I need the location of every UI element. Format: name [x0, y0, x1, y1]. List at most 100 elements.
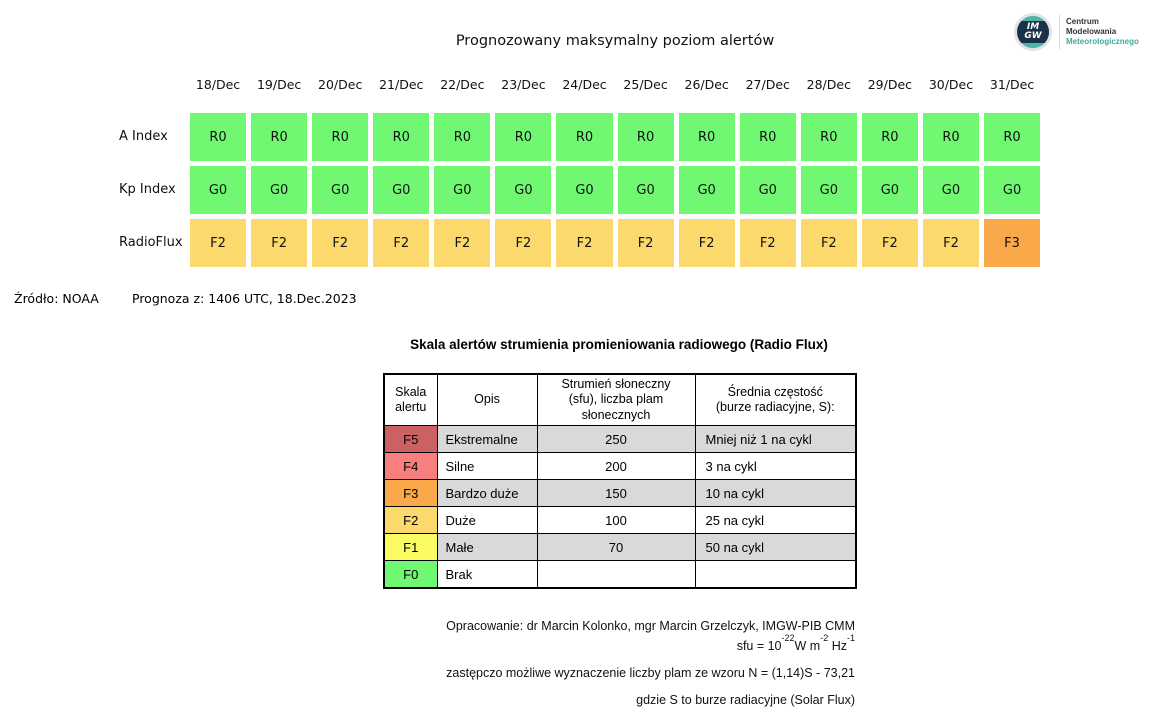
- logo-divider: [1059, 15, 1060, 49]
- alert-level-cell: G0: [678, 166, 735, 214]
- alert-level-cell: R0: [312, 113, 369, 161]
- date-label: 20/Dec: [318, 77, 363, 92]
- scale-frequency-cell: 3 na cykl: [694, 452, 857, 480]
- scale-flux-cell: 100: [536, 506, 696, 534]
- alert-level-cell: R0: [373, 113, 430, 161]
- alert-level-cell: G0: [922, 166, 980, 214]
- scale-flux-cell: [536, 560, 696, 589]
- scale-code-cell: F5: [383, 425, 438, 453]
- imgw-logo-acronym: IM GW: [1017, 21, 1049, 43]
- date-label: 25/Dec: [623, 77, 668, 92]
- alert-level-cell: R0: [800, 113, 857, 161]
- date-label: 31/Dec: [989, 77, 1035, 92]
- alert-level-cell: F2: [922, 219, 980, 267]
- alert-level-cell: R0: [434, 113, 491, 161]
- scale-frequency-cell: 25 na cykl: [694, 506, 857, 534]
- alert-level-cell: G0: [739, 166, 796, 214]
- scale-code-cell: F4: [383, 452, 438, 480]
- forecast-issued-label: Prognoza z: 1406 UTC, 18.Dec.2023: [132, 291, 357, 306]
- alert-level-cell: F2: [190, 219, 247, 267]
- alert-level-cell: F2: [739, 219, 796, 267]
- alert-level-cell: R0: [739, 113, 796, 161]
- scale-description-cell: Bardzo duże: [436, 479, 538, 507]
- alert-level-cell: G0: [617, 166, 674, 214]
- scale-flux-cell: 150: [536, 479, 696, 507]
- alert-level-cell: R0: [984, 113, 1041, 161]
- alert-level-cell: F2: [312, 219, 369, 267]
- scale-description-cell: Brak: [436, 560, 538, 589]
- source-label: Źródło: NOAA: [14, 291, 99, 306]
- scale-table-row: F1 Małe 70 50 na cykl: [383, 533, 857, 561]
- scale-flux-cell: 200: [536, 452, 696, 480]
- imgw-logo: IM GW Centrum Modelowania Meteorologiczn…: [1014, 13, 1139, 51]
- date-label: 18/Dec: [195, 77, 241, 92]
- grid-row-label: RadioFlux: [119, 235, 183, 250]
- date-label: 19/Dec: [256, 77, 302, 92]
- alert-level-cell: G0: [800, 166, 857, 214]
- alert-level-cell: G0: [373, 166, 430, 214]
- solar-flux-note: gdzie S to burze radiacyjne (Solar Flux): [636, 693, 855, 707]
- alert-level-cell: R0: [251, 113, 308, 161]
- date-label: 27/Dec: [745, 77, 790, 92]
- scale-table-row: F4 Silne 200 3 na cykl: [383, 452, 857, 480]
- logo-text: Centrum Modelowania Meteorologicznego: [1066, 17, 1139, 47]
- scale-table-header-cell: Skala alertu: [383, 373, 438, 426]
- grid-row-label: Kp Index: [119, 182, 176, 197]
- scale-table-row: F2 Duże 100 25 na cykl: [383, 506, 857, 534]
- alert-level-cell: R0: [922, 113, 980, 161]
- credit-line: Opracowanie: dr Marcin Kolonko, mgr Marc…: [446, 619, 855, 633]
- alert-level-cell: G0: [556, 166, 613, 214]
- scale-table-header-row: Skala alertu Opis Strumień słoneczny (sfu)…: [383, 373, 857, 426]
- sfu-formula-sup3: -1: [846, 633, 855, 643]
- alert-level-cell: G0: [984, 166, 1041, 214]
- sfu-formula-sup1: -22: [781, 633, 795, 643]
- grid-cell-row: R0 R0 R0 R0 R0 R0 R0 R0 R0 R0 R0 R0 R0 R0: [190, 113, 1041, 161]
- date-label: 24/Dec: [562, 77, 607, 92]
- grid-cell-row: G0 G0 G0 G0 G0 G0 G0 G0 G0 G0 G0 G0 G0 G0: [190, 166, 1041, 214]
- alert-level-cell: R0: [861, 113, 918, 161]
- sfu-formula-sup2: -2: [820, 633, 829, 643]
- alert-level-cell: F2: [678, 219, 735, 267]
- scale-table-header-cell: Średnia częstość (burze radiacyjne, S):: [694, 373, 857, 426]
- scale-table-row: F3 Bardzo duże 150 10 na cykl: [383, 479, 857, 507]
- date-label: 21/Dec: [379, 77, 424, 92]
- scale-frequency-cell: 10 na cykl: [694, 479, 857, 507]
- logo-text-line1: Centrum: [1066, 17, 1099, 26]
- alert-level-cell: F2: [800, 219, 857, 267]
- date-label: 22/Dec: [440, 77, 485, 92]
- scale-flux-cell: 250: [536, 425, 696, 453]
- alert-level-cell: F2: [556, 219, 613, 267]
- alert-level-cell: F2: [617, 219, 674, 267]
- logo-text-line3: Meteorologicznego: [1066, 37, 1139, 46]
- alert-level-cell: F2: [373, 219, 430, 267]
- scale-code-cell: F0: [383, 560, 438, 589]
- alert-level-cell: G0: [495, 166, 552, 214]
- scale-table-header-cell: Opis: [436, 373, 538, 426]
- alert-level-cell: F2: [251, 219, 308, 267]
- alert-level-cell: R0: [190, 113, 247, 161]
- scale-frequency-cell: 50 na cykl: [694, 533, 857, 561]
- scale-frequency-cell: [694, 560, 857, 589]
- scale-table-row: F5 Ekstremalne 250 Mniej niż 1 na cykl: [383, 425, 857, 453]
- imgw-logo-icon: IM GW: [1014, 13, 1052, 51]
- page-title: Prognozowany maksymalny poziom alertów: [455, 33, 775, 49]
- alert-level-cell: G0: [251, 166, 308, 214]
- alert-level-cell: F3: [984, 219, 1041, 267]
- date-label: 29/Dec: [867, 77, 913, 92]
- alert-level-cell: R0: [495, 113, 552, 161]
- date-label: 26/Dec: [684, 77, 729, 92]
- alert-level-cell: F2: [434, 219, 491, 267]
- scale-table-row: F0 Brak: [383, 560, 857, 589]
- alert-level-cell: R0: [617, 113, 674, 161]
- scale-table-title: Skala alertów strumienia promieniowania …: [410, 337, 828, 352]
- scale-description-cell: Silne: [436, 452, 538, 480]
- alert-level-cell: G0: [312, 166, 369, 214]
- alert-level-cell: R0: [678, 113, 735, 161]
- date-label: 28/Dec: [806, 77, 851, 92]
- scale-table: Skala alertu Opis Strumień słoneczny (sfu)…: [383, 373, 857, 589]
- date-label: 30/Dec: [928, 77, 974, 92]
- scale-code-cell: F2: [383, 506, 438, 534]
- sfu-formula-base2: W m: [794, 639, 821, 654]
- scale-description-cell: Małe: [436, 533, 538, 561]
